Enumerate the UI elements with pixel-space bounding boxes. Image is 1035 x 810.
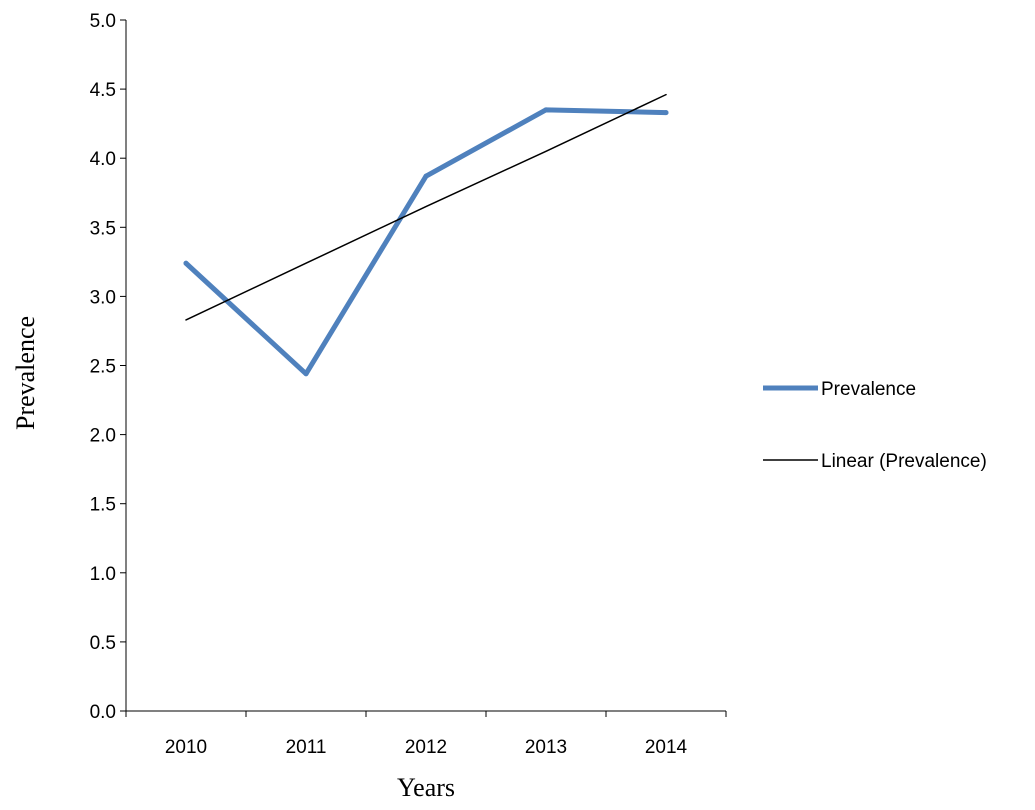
- legend: Prevalence Linear (Prevalence): [763, 379, 987, 472]
- x-tick-label: 2011: [286, 737, 327, 758]
- y-axis-title: Prevalence: [11, 316, 40, 430]
- legend-label-linear-prevalence: Linear (Prevalence): [821, 451, 987, 472]
- y-tick-label: 3.0: [90, 287, 116, 308]
- y-tick-label: 5.0: [90, 11, 116, 32]
- y-tick-label: 4.5: [90, 80, 116, 101]
- x-tick-label: 2010: [165, 737, 207, 758]
- series-line-prevalence: [183, 107, 669, 377]
- y-tick-label: 1.5: [90, 495, 116, 516]
- x-axis-title: Years: [397, 773, 455, 802]
- series-layer: [183, 93, 669, 377]
- y-tick-label: 4.0: [90, 149, 116, 170]
- trendline-linear-prevalence: [185, 93, 667, 321]
- y-ticks: 0.0 0.5 1.0 1.5 2.0 2.5 3.0 3.5 4.0 4.5 5.0: [90, 11, 126, 723]
- data-point: [423, 173, 429, 179]
- y-tick-label: 2.0: [90, 426, 116, 447]
- y-tick-label: 0.0: [90, 702, 116, 723]
- x-ticks: 2010 2011 2012 2013 2014: [125, 711, 727, 758]
- data-point: [663, 110, 669, 116]
- x-tick-label: 2012: [405, 737, 447, 758]
- y-tick-label: 1.0: [90, 564, 116, 585]
- y-tick-label: 2.5: [90, 357, 116, 378]
- data-point: [183, 260, 189, 266]
- x-tick-label: 2013: [525, 737, 567, 758]
- legend-label-prevalence: Prevalence: [821, 379, 916, 400]
- axes: [125, 20, 726, 712]
- data-point: [303, 371, 309, 377]
- y-tick-label: 0.5: [90, 633, 116, 654]
- data-point: [543, 107, 549, 113]
- y-tick-label: 3.5: [90, 218, 116, 239]
- x-tick-label: 2014: [645, 737, 688, 758]
